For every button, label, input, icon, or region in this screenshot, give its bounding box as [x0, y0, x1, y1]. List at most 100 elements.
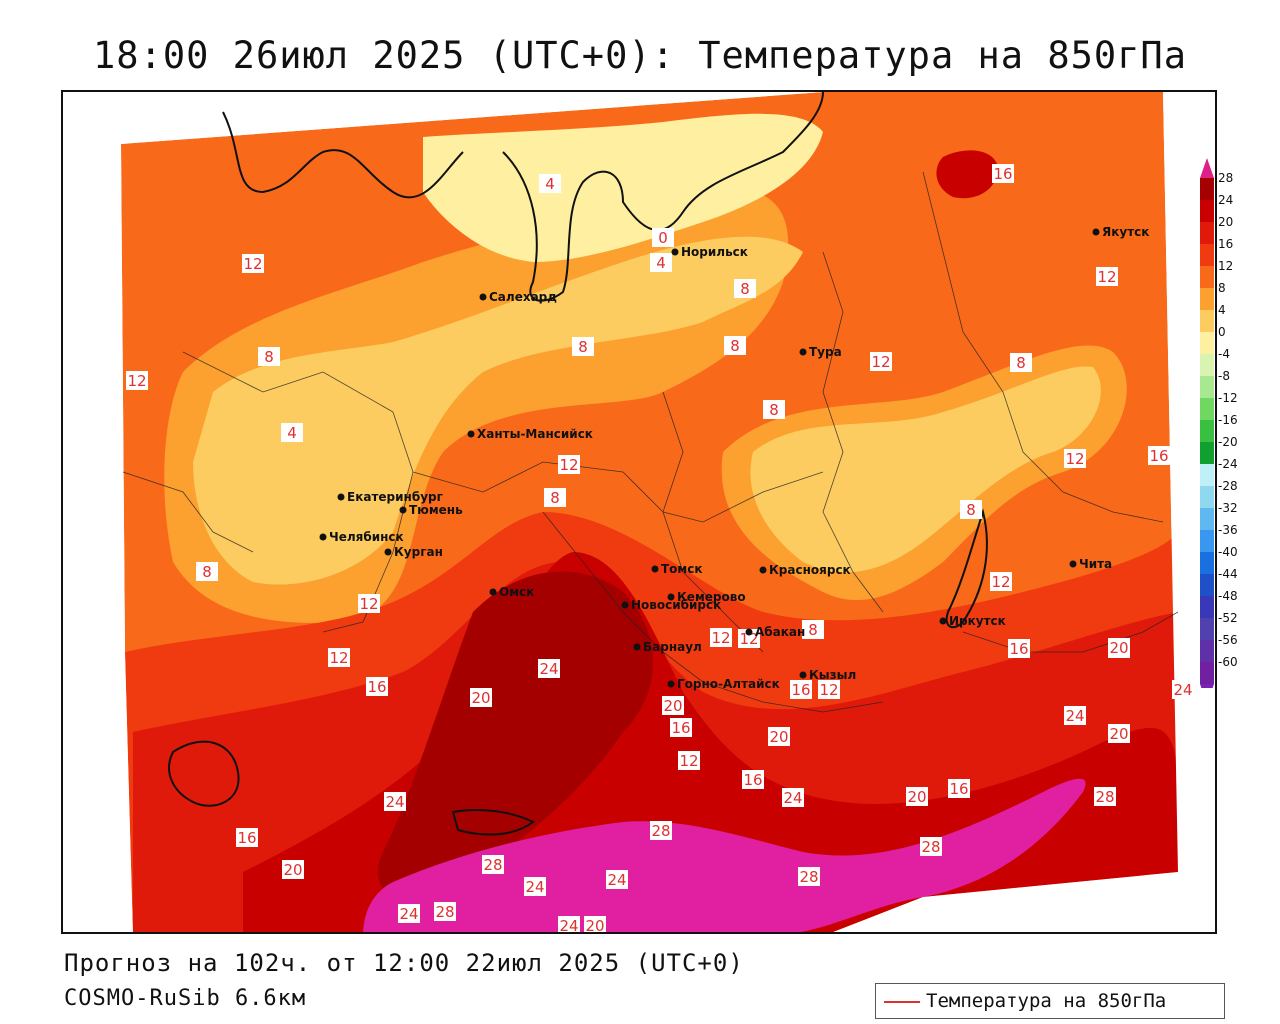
contour-label-box: [434, 902, 456, 921]
city-label: Абакан: [755, 625, 805, 639]
contour-label: 24: [525, 878, 544, 896]
colorbar-swatch: [1200, 464, 1214, 486]
contour-label-box: [990, 572, 1012, 591]
contour-label-box: [768, 727, 790, 746]
colorbar-tick-label: -36: [1218, 523, 1238, 537]
field-north-16c: [936, 150, 998, 199]
colorbar-swatch: [1200, 508, 1214, 530]
city-dot: [1069, 560, 1077, 568]
colorbar-swatch: [1200, 244, 1214, 266]
colorbar-tick-label: -40: [1218, 545, 1238, 559]
colorbar-bottom-arrow: [1200, 684, 1214, 688]
contour-label: 4: [656, 254, 666, 272]
contour-label-box: [992, 164, 1014, 183]
contour-label-box: [763, 400, 785, 419]
contour-label: 12: [243, 255, 262, 273]
city-label: Екатеринбург: [347, 490, 443, 504]
field-28c-deep: [377, 571, 653, 900]
city-dot: [399, 506, 407, 514]
contour-label-box: [584, 916, 606, 932]
city-dot: [337, 493, 345, 501]
contour-label-box: [126, 371, 148, 390]
contour-label: 4: [545, 175, 555, 193]
contour-label: 8: [578, 338, 588, 356]
contour-label-box: [572, 337, 594, 356]
contour-label: 4: [287, 424, 297, 442]
legend-label: Температура на 850гПа: [926, 990, 1167, 1012]
colorbar-tick-label: -20: [1218, 435, 1238, 449]
contour-label-box: [650, 253, 672, 272]
contour-label: 8: [966, 501, 976, 519]
contour-label: 20: [663, 697, 682, 715]
city-dot: [489, 588, 497, 596]
city-label: Красноярск: [769, 563, 851, 577]
contour-label: 28: [483, 856, 502, 874]
contour-label: 8: [740, 280, 750, 298]
colorbar-swatch: [1200, 552, 1214, 574]
city-label: Тура: [809, 345, 842, 359]
contour-label: 20: [769, 728, 788, 746]
colorbar-swatch: [1200, 486, 1214, 508]
contour-label-box: [948, 779, 970, 798]
city-label: Норильск: [681, 245, 748, 259]
contour-label: 8: [808, 621, 818, 639]
contour-label: 24: [1173, 681, 1192, 699]
city-label: Омск: [499, 585, 534, 599]
contour-label-box: [328, 648, 350, 667]
colorbar-swatch: [1200, 200, 1214, 222]
contour-label: 24: [385, 793, 404, 811]
contour-label: 12: [1097, 268, 1116, 286]
contour-label: 12: [991, 573, 1010, 591]
colorbar-tick-label: -48: [1218, 589, 1238, 603]
city-dot: [1092, 228, 1100, 236]
contour-label-box: [470, 688, 492, 707]
contour-label-box: [366, 677, 388, 696]
colorbar-swatch: [1200, 596, 1214, 618]
contour-label: 16: [791, 681, 810, 699]
colorbar-tick-label: -28: [1218, 479, 1238, 493]
contour-label-box: [662, 696, 684, 715]
contour-label: 16: [367, 678, 386, 696]
contour-label: 12: [819, 681, 838, 699]
city-dot: [667, 680, 675, 688]
contour-label-box: [734, 279, 756, 298]
colorbar-swatch: [1200, 420, 1214, 442]
city-markers: Норильск Салехард Якутск Тура Ханты-Мансийск…: [319, 225, 1149, 691]
contour-label-box: [678, 751, 700, 770]
city-label: Кемерово: [677, 590, 746, 604]
city-label: Челябинск: [329, 530, 404, 544]
city-dot: [939, 617, 947, 625]
contour-label-box: [1008, 639, 1030, 658]
contour-label-box: [1108, 638, 1130, 657]
legend-line-swatch: [884, 1001, 920, 1003]
contour-label-box: [802, 620, 824, 639]
colorbar-swatch: [1200, 288, 1214, 310]
temperature-map: 16 12 4 0 4 12 8 8 8 12 12 8 4 8 8 12 16 12 8 12 8 8 12 16 20 8 16…: [61, 90, 1217, 934]
contour-label: 28: [921, 838, 940, 856]
city-dot: [651, 565, 659, 573]
contour-label: 24: [607, 871, 626, 889]
contour-label: 8: [264, 348, 274, 366]
colorbar-tick-label: 0: [1218, 325, 1226, 339]
map-title: 18:00 26июл 2025 (UTC+0): Температура на…: [93, 34, 1187, 77]
contour-label: 12: [329, 649, 348, 667]
contour-label-box: [236, 828, 258, 847]
contour-label-box: [742, 770, 764, 789]
contour-label: 24: [783, 789, 802, 807]
colorbar-tick-label: -44: [1218, 567, 1238, 581]
contour-label-box: [258, 347, 280, 366]
colorbar-swatch: [1200, 530, 1214, 552]
field-0c-north: [423, 113, 823, 262]
contour-label-box: [544, 488, 566, 507]
field-4c-west: [193, 236, 803, 585]
city-dot: [384, 548, 392, 556]
contour-label: 20: [471, 689, 490, 707]
map-canvas: 16 12 4 0 4 12 8 8 8 12 12 8 4 8 8 12 16 12 8 12 8 8 12 16 20 8 16…: [63, 92, 1215, 932]
contour-label: 12: [1065, 450, 1084, 468]
city-label: Якутск: [1102, 225, 1149, 239]
contour-label-box: [282, 860, 304, 879]
contour-label-box: [1148, 446, 1170, 465]
colorbar-tick-label: -24: [1218, 457, 1238, 471]
colorbar-tick-label: -56: [1218, 633, 1238, 647]
contour-label-box: [558, 916, 580, 932]
